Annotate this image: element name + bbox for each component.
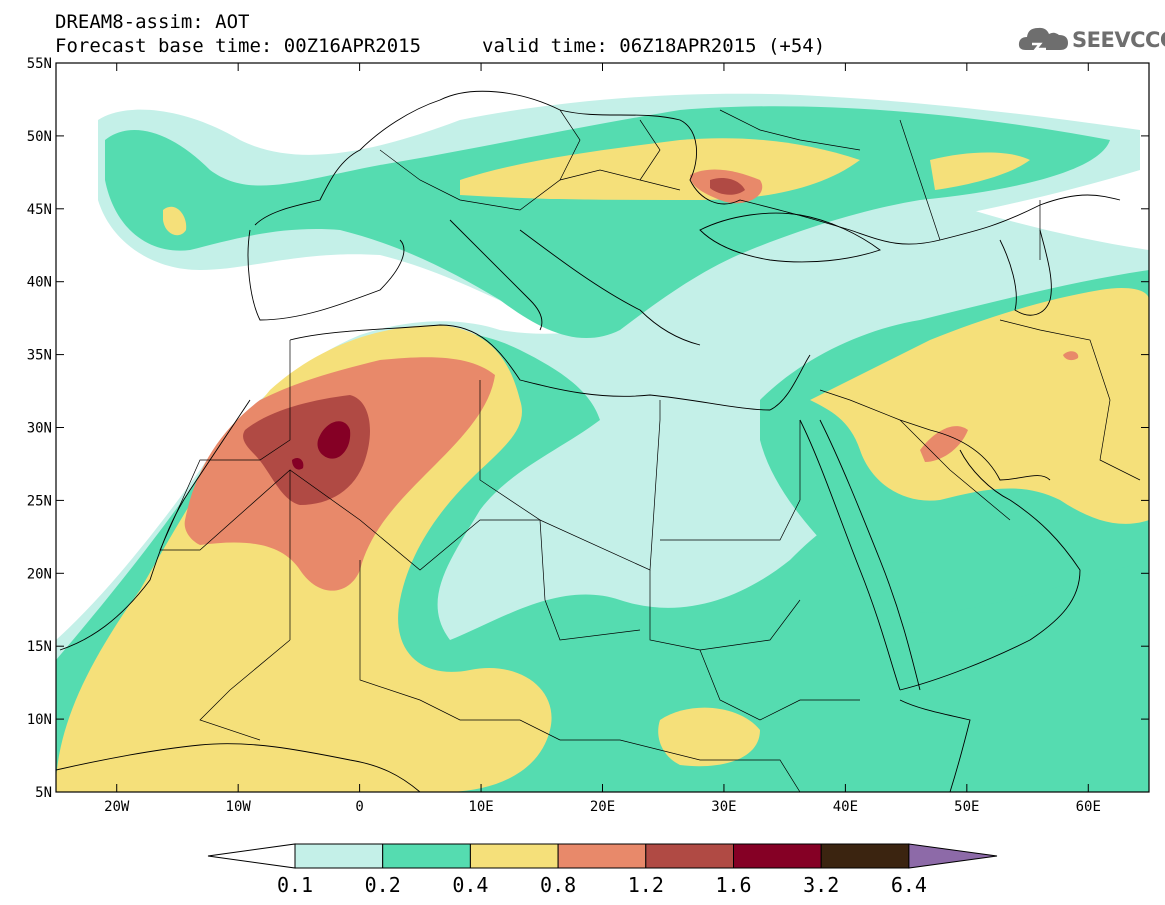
colorbar-label: 0.2 xyxy=(365,873,401,897)
coastline-caspian xyxy=(999,229,1052,316)
border-lines xyxy=(379,149,681,211)
coastline-west-africa xyxy=(59,399,251,651)
x-tick-label: 10E xyxy=(468,799,493,815)
colorbar-label: 0.4 xyxy=(452,873,488,897)
y-tick-label: 5N xyxy=(35,785,52,801)
y-tick-label: 25N xyxy=(27,493,52,509)
aot-band-0.4 xyxy=(930,152,1030,190)
y-tick-label: 15N xyxy=(27,639,52,655)
coastline-persian-gulf xyxy=(929,429,1051,481)
border-lines xyxy=(660,420,801,541)
colorbar-label: 1.6 xyxy=(715,873,751,897)
colorbar-box xyxy=(382,843,471,869)
border-lines xyxy=(899,119,1041,260)
y-tick-label: 50N xyxy=(27,129,52,145)
coastline-arabia xyxy=(899,449,1081,691)
map-title: DREAM8-assim: AOT xyxy=(55,11,250,33)
colorbar-box xyxy=(557,843,647,869)
coastline-iberia xyxy=(247,229,405,321)
coastlines xyxy=(56,90,1121,792)
coastline-balkans xyxy=(519,229,701,346)
logo-text: SEEVCCC xyxy=(1072,28,1165,52)
y-tick-label: 40N xyxy=(27,275,52,291)
x-tick-label: 50E xyxy=(954,799,979,815)
aot-band-0.4 xyxy=(658,707,760,767)
aot-band-0.4 xyxy=(163,206,187,236)
border-lines xyxy=(699,649,860,721)
border-lines xyxy=(159,340,291,640)
coastline-black-sea xyxy=(699,212,881,263)
coastline-horn-africa xyxy=(899,699,971,792)
y-tick-label: 55N xyxy=(27,56,52,72)
cloud-logo-icon xyxy=(1018,27,1068,51)
y-tick-label: 35N xyxy=(27,348,52,364)
coastline-north-africa xyxy=(289,324,811,411)
border-lines xyxy=(199,639,291,741)
borders xyxy=(159,109,1141,792)
colorbar-box xyxy=(469,843,559,869)
axis-ticks: 20W 10W 0 10E 20E 30E 40E 50E 60E 55N 50N 45N 40N 35N… xyxy=(27,56,1149,815)
forecast-base-time: Forecast base time: 00Z16APR2015 xyxy=(55,35,422,57)
aot-band-1.6 xyxy=(317,421,351,459)
border-lines xyxy=(559,109,861,181)
valid-time: valid time: 06Z18APR2015 (+54) xyxy=(482,35,826,57)
colorbar-label: 6.4 xyxy=(891,873,927,897)
x-tick-label: 20W xyxy=(104,799,130,815)
coastline-red-sea xyxy=(799,419,901,691)
aot-band-1.6 xyxy=(292,457,304,470)
coastline-europe xyxy=(254,90,1121,245)
colorbar-box xyxy=(294,843,384,869)
colorbar-under-arrow xyxy=(207,843,296,869)
aot-band-0.2 xyxy=(105,106,1110,339)
colorbar-label: 0.1 xyxy=(277,873,313,897)
colorbar-label: 0.8 xyxy=(540,873,576,897)
y-tick-label: 20N xyxy=(27,566,52,582)
coastline-red-sea-east xyxy=(819,419,921,691)
colorbar-label: 1.2 xyxy=(628,873,664,897)
border-lines xyxy=(999,319,1141,481)
colorbar-labels: 0.1 0.2 0.4 0.8 1.2 1.6 3.2 6.4 xyxy=(277,873,927,897)
aot-band-0.4 xyxy=(810,288,1149,524)
x-tick-label: 40E xyxy=(833,799,858,815)
border-lines xyxy=(560,739,801,792)
border-lines xyxy=(289,400,661,571)
aot-band-1.2 xyxy=(710,178,745,195)
colorbar-label: 3.2 xyxy=(803,873,839,897)
colorbar-box xyxy=(733,843,822,869)
y-tick-label: 45N xyxy=(27,202,52,218)
colorbar-boxes xyxy=(207,843,998,869)
x-tick-label: 0 xyxy=(355,799,363,815)
coastline-italy xyxy=(449,219,543,331)
x-tick-label: 10W xyxy=(226,799,252,815)
colorbar-over-arrow xyxy=(908,843,998,869)
border-lines xyxy=(479,380,641,641)
border-lines xyxy=(819,389,931,431)
aot-band-0.8 xyxy=(920,426,968,462)
border-lines xyxy=(359,560,561,741)
aot-field xyxy=(56,93,1149,792)
y-tick-label: 30N xyxy=(27,421,52,437)
x-tick-label: 30E xyxy=(711,799,736,815)
y-tick-label: 10N xyxy=(27,712,52,728)
aot-band-0.8 xyxy=(1063,351,1079,361)
x-tick-label: 60E xyxy=(1076,799,1101,815)
colorbar-box xyxy=(645,843,734,869)
border-lines xyxy=(899,419,1011,521)
coastline-gulf-guinea xyxy=(56,743,421,792)
x-tick-label: 20E xyxy=(590,799,615,815)
colorbar-box xyxy=(820,843,910,869)
